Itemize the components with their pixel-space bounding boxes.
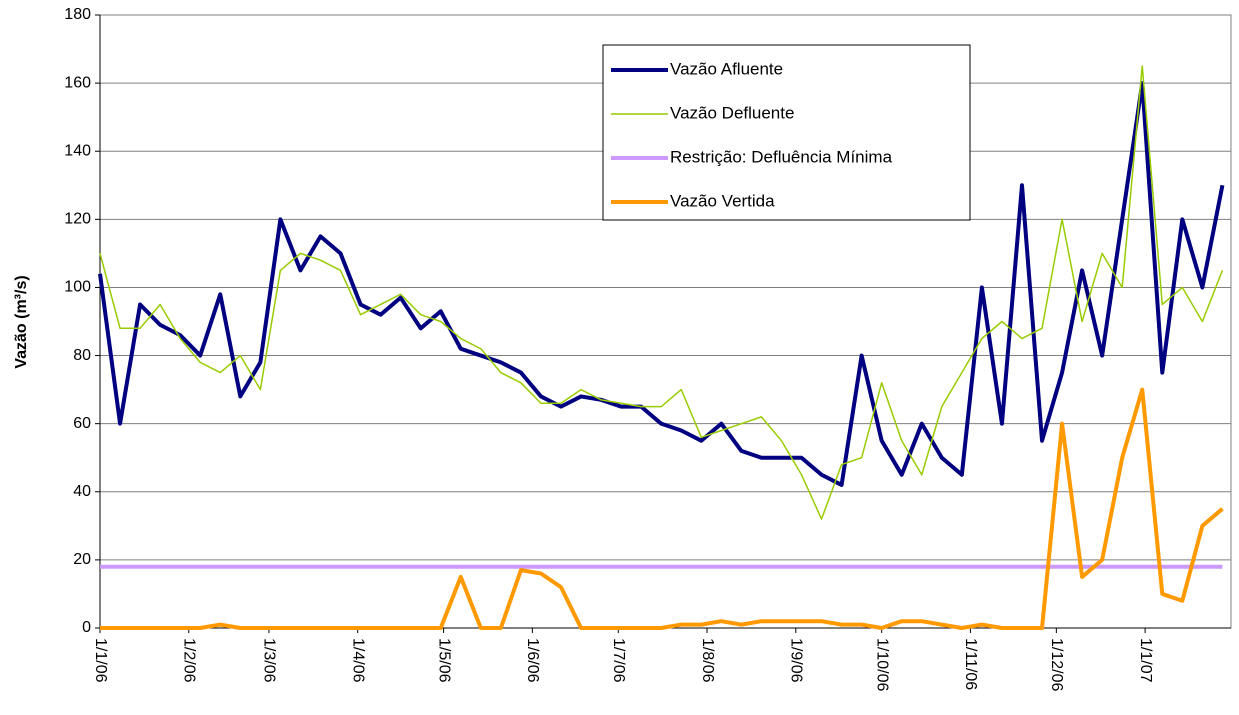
y-tick-label: 40	[73, 483, 91, 500]
x-tick-label: 1/5/06	[435, 638, 452, 683]
series-line	[100, 387, 1224, 630]
y-tick-label: 80	[73, 347, 91, 364]
x-tick-label: 1/1/06	[92, 638, 109, 683]
series-line	[98, 81, 1225, 487]
legend	[602, 44, 971, 221]
x-tick-label: 1/6/06	[524, 638, 541, 683]
x-tick-label: 1/10/06	[873, 638, 890, 691]
legend-label: Vazão Afluente	[670, 59, 783, 78]
y-tick-label: 100	[64, 279, 91, 296]
series-line	[99, 65, 1224, 520]
x-tick-label: 1/11/06	[962, 638, 979, 690]
x-tick-label: 1/2/06	[181, 638, 198, 683]
y-tick-label: 60	[73, 415, 91, 432]
y-tick-label: 120	[64, 211, 91, 228]
x-tick-label: 1/8/06	[699, 638, 716, 683]
x-tick-label: 1/3/06	[261, 638, 278, 683]
x-tick-label: 1/4/06	[349, 638, 366, 683]
x-tick-label: 1/12/06	[1048, 638, 1065, 691]
legend-label: Restrição: Defluência Mínima	[670, 147, 893, 166]
legend-label: Vazão Defluente	[670, 103, 794, 122]
y-tick-label: 160	[64, 74, 91, 91]
y-tick-label: 0	[82, 619, 91, 636]
legend-label: Vazão Vertida	[670, 191, 775, 210]
y-tick-label: 20	[73, 551, 91, 568]
x-tick-label: 1/1/07	[1137, 638, 1154, 683]
y-tick-label: 140	[64, 142, 91, 159]
y-tick-label: 180	[64, 6, 91, 23]
x-tick-label: 1/9/06	[788, 638, 805, 683]
x-tick-label: 1/7/06	[610, 638, 627, 683]
y-axis-label: Vazão (m³/s)	[13, 275, 30, 368]
